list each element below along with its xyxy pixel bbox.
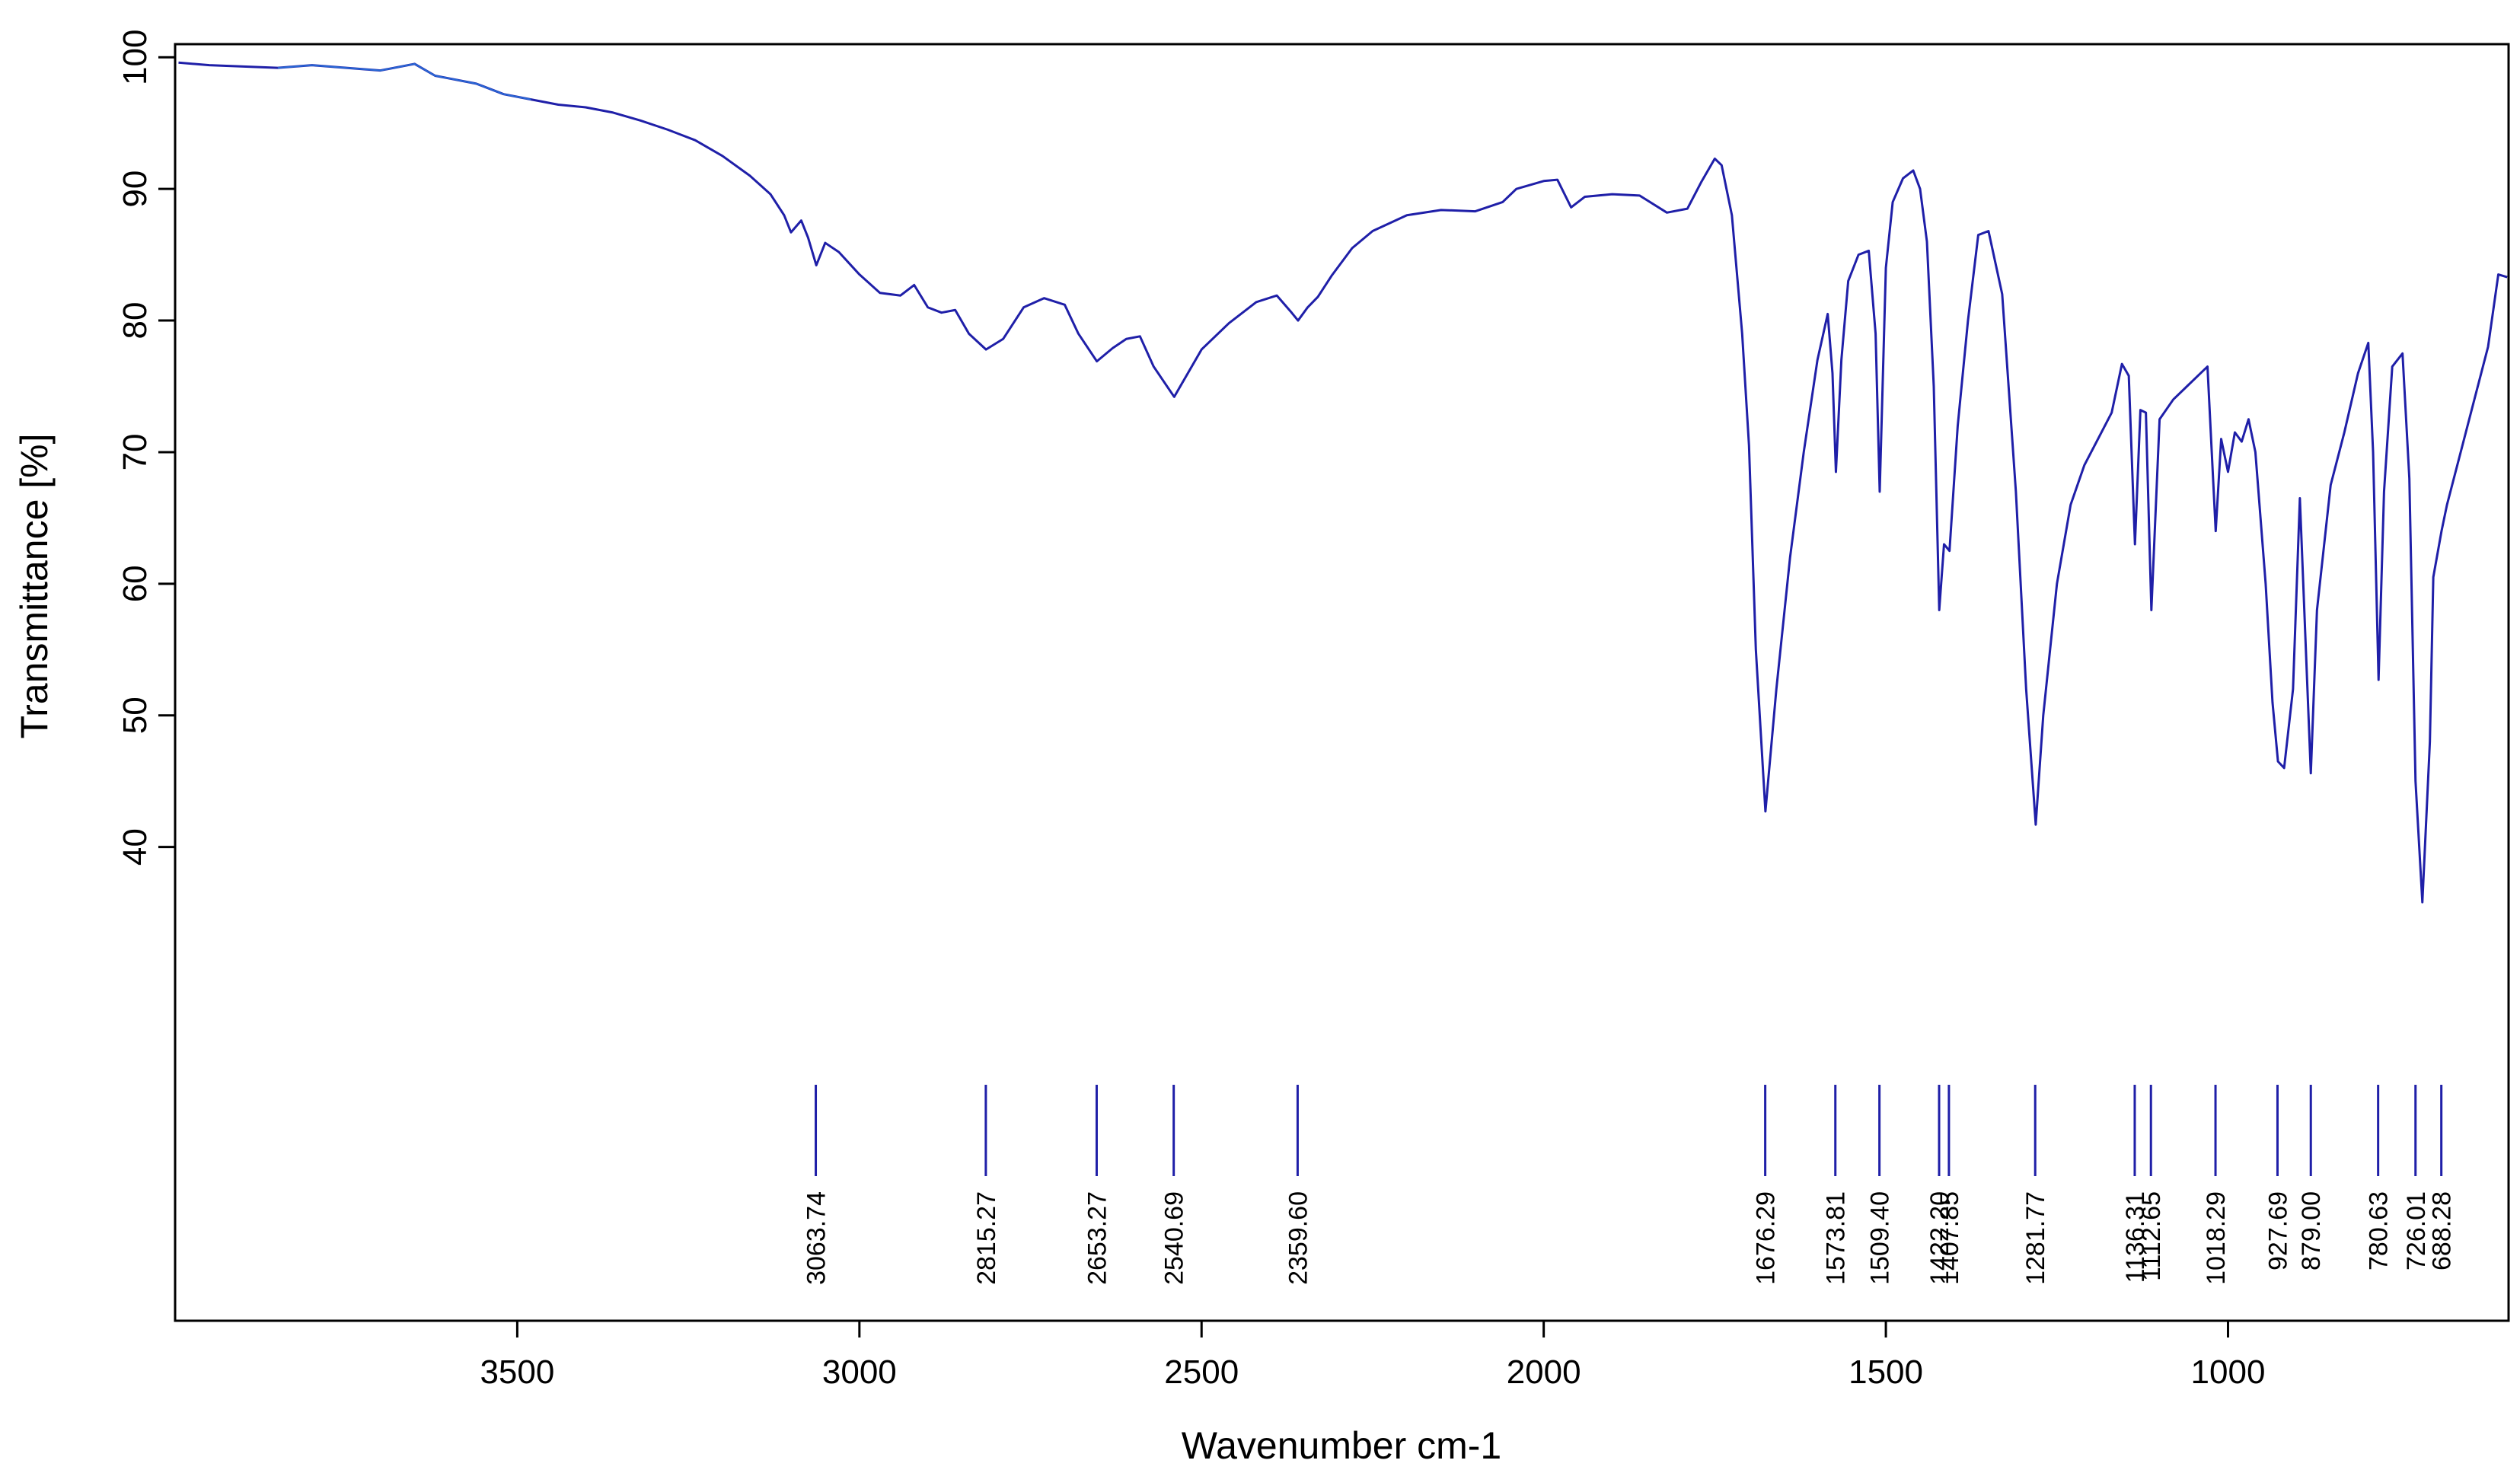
peak-label: 1573.81: [1822, 1191, 1851, 1285]
peak-label: 688.28: [2428, 1191, 2457, 1271]
x-tick-label: 3500: [480, 1353, 554, 1391]
plot-frame: [174, 43, 2510, 1322]
peak-label: 1018.29: [2202, 1191, 2231, 1285]
peak-label: 1136.31: [2121, 1191, 2150, 1283]
x-axis-title: Wavenumber cm-1: [1182, 1424, 1501, 1467]
peak-label: 2359.60: [1284, 1191, 1313, 1285]
y-tick-label: 70: [116, 433, 154, 470]
x-tick-label: 2000: [1507, 1353, 1581, 1391]
peak-label: 1676.29: [1752, 1191, 1781, 1285]
y-tick-label: 80: [116, 302, 154, 340]
peak-label: 1422.20: [1925, 1191, 1954, 1285]
y-tick-label: 40: [116, 828, 154, 866]
peak-label: 1112.65: [2137, 1191, 2166, 1281]
peak-label: 1281.77: [2021, 1191, 2050, 1285]
spectrum-line: [178, 61, 2508, 904]
peak-label: 879.00: [2297, 1191, 2326, 1271]
spectrum-noise-segment: [277, 62, 531, 100]
x-tick-label: 1500: [1849, 1353, 1923, 1391]
y-tick-label: 90: [116, 171, 154, 208]
peak-label: 1509.40: [1866, 1191, 1895, 1285]
y-tick-label: 60: [116, 565, 154, 602]
x-tick-label: 2500: [1164, 1353, 1239, 1391]
peak-label: 780.63: [2365, 1191, 2394, 1271]
spectrum-line-group: [178, 61, 2508, 904]
peak-label: 2653.27: [1083, 1191, 1112, 1285]
peak-label: 2540.69: [1160, 1191, 1189, 1285]
peak-label: 927.69: [2263, 1191, 2292, 1271]
peak-labels-group: 3063.74 2815.27 2653.27 2540.69 2359.60 1676.…: [802, 1085, 2457, 1285]
peak-label: 1407.85: [1935, 1191, 1964, 1285]
peak-label: 3063.74: [802, 1191, 831, 1285]
y-tick-label: 50: [116, 697, 154, 734]
peak-label: 2815.27: [972, 1191, 1001, 1285]
y-axis-title: Transmittance [%]: [13, 433, 56, 738]
axes-group: 3500 3000 2500 2000 1500 1000 40 50 60 70 80 90 100: [116, 30, 2265, 1391]
x-tick-label: 1000: [2191, 1353, 2266, 1391]
x-tick-label: 3000: [822, 1353, 897, 1391]
peak-label: 726.01: [2402, 1191, 2431, 1271]
y-tick-label: 100: [116, 30, 154, 85]
